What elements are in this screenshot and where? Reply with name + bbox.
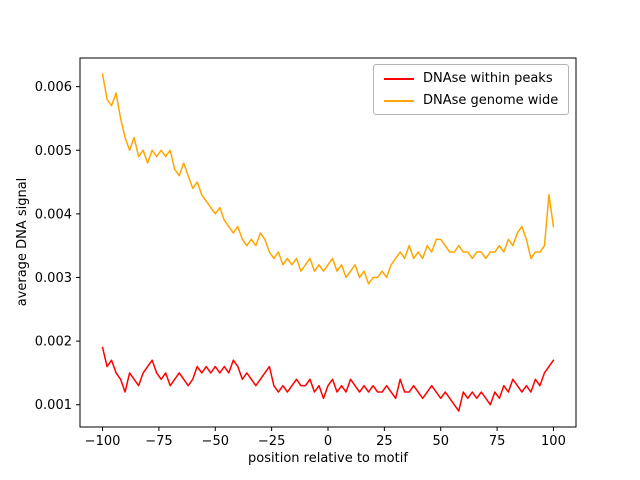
x-tick-label: −100 xyxy=(85,434,121,449)
legend-line-orange xyxy=(384,99,414,102)
x-tick-label: 0 xyxy=(324,434,332,449)
axes-border xyxy=(79,57,577,428)
series-layer xyxy=(101,73,555,412)
x-tick-label: 75 xyxy=(489,434,506,449)
y-tick-label: 0.001 xyxy=(35,398,72,413)
x-tick-label: 25 xyxy=(376,434,393,449)
y-tick-label: 0.003 xyxy=(35,271,72,286)
x-tick-label: −25 xyxy=(258,434,285,449)
series-line-0 xyxy=(101,346,555,412)
y-tick-label: 0.005 xyxy=(35,144,72,159)
legend-item-genome-wide: DNAse genome wide xyxy=(384,94,558,107)
x-tick-label: −50 xyxy=(202,434,229,449)
y-tick-label: 0.004 xyxy=(35,207,72,222)
ticks-layer: −100 −75 −50 −25 0 25 50 75 100 0.001 0.002 0.003 0.… xyxy=(35,80,566,449)
y-tick-label: 0.006 xyxy=(35,80,72,95)
legend-label-genome-wide: DNAse genome wide xyxy=(423,93,559,108)
series-line-1 xyxy=(101,73,555,285)
legend-label-within-peaks: DNAse within peaks xyxy=(423,71,553,86)
legend-item-within-peaks: DNAse within peaks xyxy=(384,72,558,85)
y-tick-label: 0.002 xyxy=(35,335,72,350)
legend-line-red xyxy=(384,77,414,80)
x-tick-label: 50 xyxy=(432,434,449,449)
x-tick-label: −75 xyxy=(145,434,172,449)
x-axis-label: position relative to motif xyxy=(248,451,408,466)
y-axis-label: average DNA signal xyxy=(15,178,30,307)
x-tick-label: 100 xyxy=(541,434,566,449)
legend: DNAse within peaks DNAse genome wide xyxy=(373,64,570,115)
